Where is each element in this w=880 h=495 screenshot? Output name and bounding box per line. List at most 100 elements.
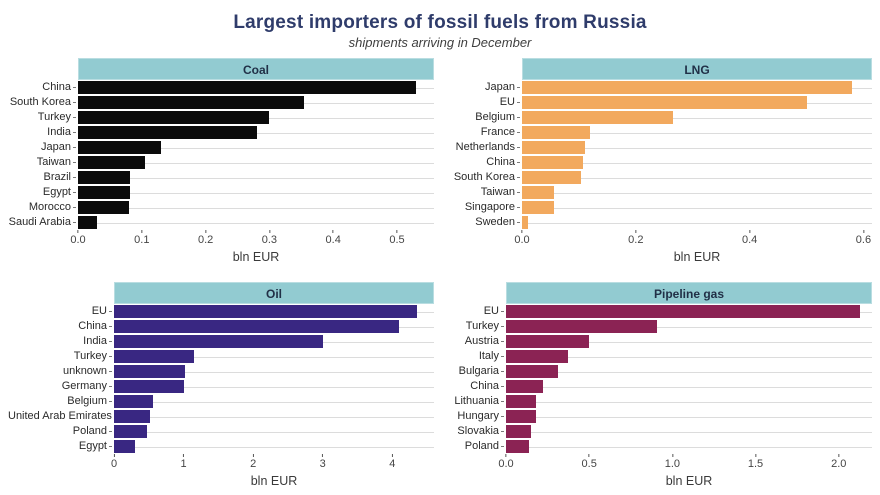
axis-tick-mark (113, 454, 115, 457)
gridline (506, 371, 872, 373)
panel-pipeline-gas: Pipeline gas EU Turkey Austria Italy Bulgaria… (446, 282, 872, 490)
gridline (114, 416, 434, 418)
bar (114, 395, 153, 408)
axis-tick-mark (521, 230, 523, 233)
bar-row: Poland (8, 424, 434, 439)
panel-header: Coal (78, 58, 434, 80)
gridline (114, 386, 434, 388)
x-axis-label: bln EUR (673, 250, 721, 264)
row-label: Egypt (8, 185, 78, 200)
bar (506, 395, 536, 408)
axis-tick-label: 0.4 (325, 234, 341, 246)
axis-tick: 1 (181, 454, 187, 470)
row-label: Lithuania (446, 394, 506, 409)
panel-header-row: Coal (8, 58, 434, 80)
axis-tick-mark (505, 454, 507, 457)
axis-tick: 1.5 (748, 454, 763, 470)
bar (114, 365, 185, 378)
x-axis-label-row: bln EUR (446, 474, 872, 490)
row-label: Netherlands (446, 140, 522, 155)
axis-tick-mark (755, 454, 757, 457)
axis-tick-mark (862, 230, 864, 233)
bar-row: Singapore (446, 200, 872, 215)
bar-track (522, 170, 872, 185)
bar (506, 410, 536, 423)
y-axis-tick (73, 101, 76, 103)
y-axis-tick (517, 116, 520, 118)
bar-track (114, 379, 434, 394)
row-label: China (446, 155, 522, 170)
bar-row: India (8, 125, 434, 140)
bar-row: China (8, 319, 434, 334)
bar-track (78, 185, 434, 200)
bar-track (522, 95, 872, 110)
axis-tick-mark (671, 454, 673, 457)
bar (522, 126, 591, 139)
bar-row: Turkey (446, 319, 872, 334)
row-label: Slovakia (446, 424, 506, 439)
y-axis-tick (109, 370, 112, 372)
axis-tick: 0.3 (262, 230, 277, 246)
x-axis-label-row: bln EUR (8, 250, 434, 266)
row-label: India (8, 334, 114, 349)
bar-track (506, 364, 872, 379)
y-axis-tick (73, 131, 76, 133)
gridline (522, 117, 872, 119)
bar-track (114, 394, 434, 409)
y-axis-tick (517, 221, 520, 223)
bar-row: Bulgaria (446, 364, 872, 379)
row-label: France (446, 125, 522, 140)
row-label: Saudi Arabia (8, 215, 78, 230)
row-label: United Arab Emirates (8, 409, 114, 424)
y-axis-tick (109, 385, 112, 387)
row-label: EU (8, 304, 114, 319)
bar-track (506, 304, 872, 319)
bar-row: Morocco (8, 200, 434, 215)
y-axis-tick (501, 445, 504, 447)
panel-lng: LNG Japan EU Belgium France Netherlands China S… (446, 58, 872, 266)
panel-header: LNG (522, 58, 872, 80)
y-axis-tick (109, 325, 112, 327)
x-axis-row: 0.0 0.2 0.4 0.6 (446, 230, 872, 250)
axis-tick-mark (268, 230, 270, 233)
bar-track (114, 334, 434, 349)
bar-row: China (446, 379, 872, 394)
x-axis-label-row: bln EUR (8, 474, 434, 490)
y-axis-tick (109, 430, 112, 432)
bar-row: Saudi Arabia (8, 215, 434, 230)
row-label: Bulgaria (446, 364, 506, 379)
row-label: Turkey (8, 349, 114, 364)
row-label: Belgium (8, 394, 114, 409)
axis-tick: 0.5 (389, 230, 405, 246)
axis-tick-mark (838, 454, 840, 457)
gridline (78, 222, 434, 224)
bar-row: South Korea (446, 170, 872, 185)
y-axis-tick (501, 310, 504, 312)
row-label: Austria (446, 334, 506, 349)
axis-tick-mark (635, 230, 637, 233)
bar (506, 305, 861, 318)
bar (78, 96, 305, 109)
gridline (522, 192, 872, 194)
axis-tick: 3 (320, 454, 326, 470)
bar-track (78, 125, 434, 140)
axis-tick: 0.2 (628, 230, 643, 246)
bar (78, 201, 130, 214)
bar (114, 410, 151, 423)
axis-tick-label: 0.5 (581, 458, 597, 470)
x-axis: 0 1 2 3 4 (111, 454, 434, 474)
bar-row: Japan (446, 80, 872, 95)
axis-tick-label: 2 (250, 458, 257, 470)
bar-row: Brazil (8, 170, 434, 185)
axis-tick-label: 0.5 (389, 234, 405, 246)
axis-tick-mark (391, 454, 393, 457)
gridline (522, 162, 872, 164)
bar-track (522, 125, 872, 140)
row-label: India (8, 125, 78, 140)
y-axis-tick (501, 325, 504, 327)
axis-tick: 0.4 (742, 230, 757, 246)
bar-track (78, 140, 434, 155)
panel-header: Pipeline gas (506, 282, 872, 304)
bar (78, 111, 270, 124)
gridline (78, 192, 434, 194)
